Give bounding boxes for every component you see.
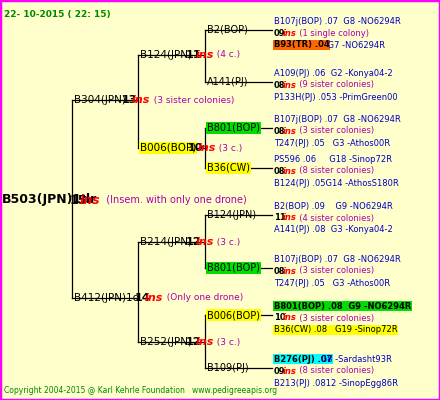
- Text: (3 sister colonies): (3 sister colonies): [294, 126, 374, 136]
- Text: (1 single colony): (1 single colony): [294, 28, 369, 38]
- Text: B801(BOP): B801(BOP): [207, 123, 260, 133]
- Text: ins: ins: [145, 293, 163, 303]
- Text: PS596 .06     G18 -Sinop72R: PS596 .06 G18 -Sinop72R: [274, 154, 392, 164]
- Text: B213(PJ) .0812 -SinopEgg86R: B213(PJ) .0812 -SinopEgg86R: [274, 378, 398, 388]
- Text: ins: ins: [196, 337, 214, 347]
- Text: A141(PJ): A141(PJ): [207, 77, 249, 87]
- Text: 15: 15: [70, 194, 88, 206]
- Text: ins: ins: [283, 166, 297, 176]
- Text: 08: 08: [274, 166, 286, 176]
- Text: B93(TR) .04: B93(TR) .04: [274, 40, 330, 50]
- Text: B107j(BOP) .07  G8 -NO6294R: B107j(BOP) .07 G8 -NO6294R: [274, 254, 401, 264]
- Text: T247(PJ) .05   G3 -Athos00R: T247(PJ) .05 G3 -Athos00R: [274, 138, 390, 148]
- Text: B124(JPN): B124(JPN): [140, 50, 192, 60]
- Text: 09: 09: [274, 366, 286, 376]
- Text: ins: ins: [196, 50, 214, 60]
- Text: (8 sister colonies): (8 sister colonies): [294, 166, 374, 176]
- Text: (3 c.): (3 c.): [213, 144, 242, 152]
- Text: A109(PJ) .06  G2 -Konya04-2: A109(PJ) .06 G2 -Konya04-2: [274, 68, 392, 78]
- Text: 10: 10: [274, 314, 286, 322]
- Text: (3 c.): (3 c.): [211, 238, 240, 246]
- Text: A141(PJ) .08  G3 -Konya04-2: A141(PJ) .08 G3 -Konya04-2: [274, 226, 393, 234]
- Text: B276(PJ) .07: B276(PJ) .07: [274, 354, 332, 364]
- Text: B214(JPN): B214(JPN): [140, 237, 192, 247]
- Text: B124(PJ) .05G14 -AthosS180R: B124(PJ) .05G14 -AthosS180R: [274, 178, 399, 188]
- Text: B109(PJ): B109(PJ): [207, 363, 249, 373]
- Text: B2(BOP) .09    G9 -NO6294R: B2(BOP) .09 G9 -NO6294R: [274, 202, 393, 210]
- Text: 09: 09: [274, 28, 286, 38]
- Text: ins: ins: [283, 266, 297, 276]
- Text: ins: ins: [132, 95, 150, 105]
- Text: P133H(PJ) .053 -PrimGreen00: P133H(PJ) .053 -PrimGreen00: [274, 92, 398, 102]
- Text: 10: 10: [188, 143, 203, 153]
- Text: B2(BOP): B2(BOP): [207, 25, 248, 35]
- Text: B006(BOP): B006(BOP): [140, 143, 196, 153]
- Text: B36(CW) .08   G19 -Sinop72R: B36(CW) .08 G19 -Sinop72R: [274, 326, 398, 334]
- Text: 14: 14: [135, 293, 150, 303]
- Text: 11: 11: [274, 214, 286, 222]
- Text: (Insem. with only one drone): (Insem. with only one drone): [100, 195, 247, 205]
- Text: ins: ins: [283, 80, 297, 90]
- Text: ins: ins: [196, 237, 214, 247]
- Text: ins: ins: [283, 314, 297, 322]
- Text: 08: 08: [274, 126, 286, 136]
- Text: (9 sister colonies): (9 sister colonies): [294, 80, 374, 90]
- Text: G7 -NO6294R: G7 -NO6294R: [317, 40, 385, 50]
- Text: B412(JPN)1d: B412(JPN)1d: [74, 293, 139, 303]
- Text: B107j(BOP) .07  G8 -NO6294R: B107j(BOP) .07 G8 -NO6294R: [274, 114, 401, 124]
- Text: (4 c.): (4 c.): [211, 50, 240, 60]
- Text: (Only one drone): (Only one drone): [161, 294, 243, 302]
- Text: G8 -Sardasht93R: G8 -Sardasht93R: [318, 354, 392, 364]
- Text: B801(BOP) .08  G9 -NO6294R: B801(BOP) .08 G9 -NO6294R: [274, 302, 411, 310]
- Text: ins: ins: [283, 214, 297, 222]
- Text: B36(CW): B36(CW): [207, 163, 250, 173]
- Text: B801(BOP): B801(BOP): [207, 263, 260, 273]
- Text: B124(JPN): B124(JPN): [207, 210, 256, 220]
- Text: 08: 08: [274, 80, 286, 90]
- Text: 12: 12: [186, 237, 202, 247]
- Text: T247(PJ) .05   G3 -Athos00R: T247(PJ) .05 G3 -Athos00R: [274, 278, 390, 288]
- Text: ins: ins: [283, 126, 297, 136]
- Text: ins: ins: [80, 194, 101, 206]
- Text: B006(BOP): B006(BOP): [207, 310, 260, 320]
- Text: 22- 10-2015 ( 22: 15): 22- 10-2015 ( 22: 15): [4, 10, 110, 19]
- Text: B304(JPN): B304(JPN): [74, 95, 126, 105]
- Text: (3 sister colonies): (3 sister colonies): [294, 314, 374, 322]
- Text: B252(JPN): B252(JPN): [140, 337, 192, 347]
- Text: 12: 12: [186, 337, 202, 347]
- Text: (3 c.): (3 c.): [211, 338, 240, 346]
- Text: (3 sister colonies): (3 sister colonies): [148, 96, 235, 104]
- Text: 11: 11: [186, 50, 202, 60]
- Text: (3 sister colonies): (3 sister colonies): [294, 266, 374, 276]
- Text: (4 sister colonies): (4 sister colonies): [294, 214, 374, 222]
- Text: ins: ins: [198, 143, 216, 153]
- Text: ins: ins: [283, 28, 297, 38]
- Text: 13: 13: [122, 95, 137, 105]
- Text: (8 sister colonies): (8 sister colonies): [294, 366, 374, 376]
- Text: B107j(BOP) .07  G8 -NO6294R: B107j(BOP) .07 G8 -NO6294R: [274, 16, 401, 26]
- Text: Copyright 2004-2015 @ Karl Kehrle Foundation   www.pedigreeapis.org: Copyright 2004-2015 @ Karl Kehrle Founda…: [4, 386, 277, 395]
- Text: 08: 08: [274, 266, 286, 276]
- Text: ins: ins: [283, 366, 297, 376]
- Text: B503(JPN)1dr: B503(JPN)1dr: [2, 194, 97, 206]
